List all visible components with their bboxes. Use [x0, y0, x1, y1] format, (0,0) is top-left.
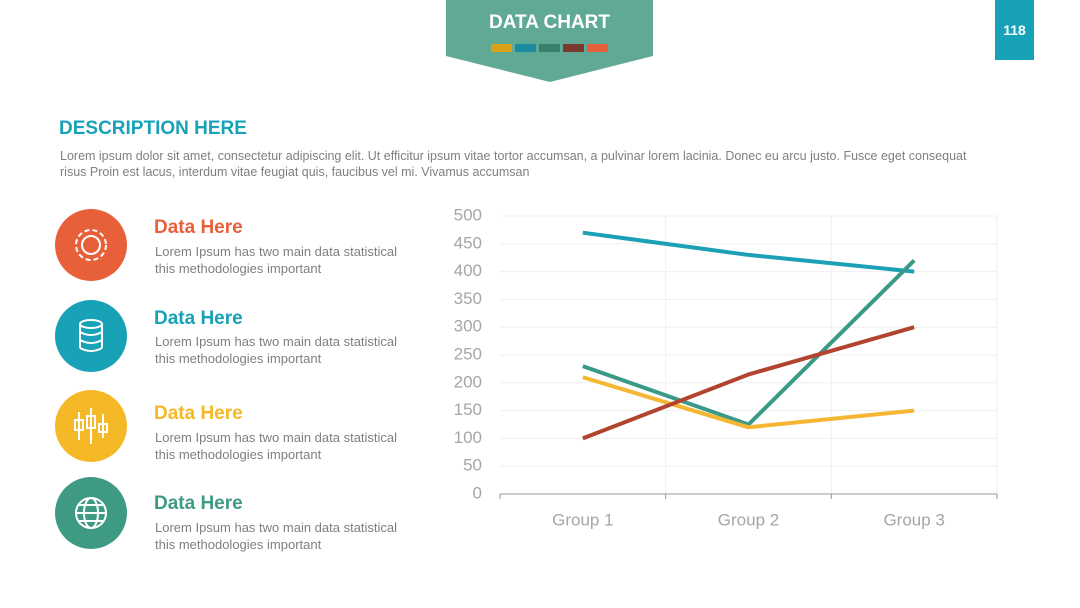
item-text: Lorem Ipsum has two main data statistica… — [155, 244, 398, 276]
y-tick-label: 300 — [454, 317, 482, 336]
y-tick-label: 450 — [454, 233, 482, 252]
description-title: DESCRIPTION HERE — [59, 118, 247, 139]
x-tick-label: Group 3 — [883, 510, 944, 529]
series-line — [582, 375, 915, 430]
series-line — [582, 325, 915, 441]
icons — [55, 209, 127, 549]
y-tick-label: 50 — [463, 456, 482, 475]
item-title: Data Here — [154, 493, 243, 514]
x-tick-label: Group 1 — [552, 510, 613, 529]
banner-title: DATA CHART — [488, 12, 610, 33]
y-tick-label: 350 — [454, 289, 482, 308]
item-title: Data Here — [154, 217, 243, 238]
item-title: Data Here — [154, 403, 243, 424]
y-tick-label: 250 — [454, 344, 482, 363]
series-line — [582, 230, 915, 274]
item-text: Lorem Ipsum has two main data statistica… — [155, 430, 398, 462]
page-number: 118 — [995, 0, 1034, 60]
y-tick-label: 100 — [454, 428, 482, 447]
banner — [446, 0, 653, 82]
description-text: Lorem ipsum dolor sit amet, consectetur … — [60, 149, 967, 179]
item-text: Lorem Ipsum has two main data statistica… — [155, 334, 398, 366]
y-tick-label: 500 — [454, 205, 482, 224]
y-tick-label: 200 — [454, 372, 482, 391]
chart: 0 50 100 150 200 250 300 350 400 450 500 Group 1 Gro… — [454, 205, 998, 529]
banner-dashes — [491, 44, 608, 52]
item-title: Data Here — [154, 308, 243, 329]
x-tick-label: Group 2 — [718, 510, 779, 529]
y-tick-label: 150 — [454, 400, 482, 419]
y-tick-label: 0 — [473, 483, 482, 502]
series-line — [582, 259, 916, 427]
y-tick-label: 400 — [454, 261, 482, 280]
item-text: Lorem Ipsum has two main data statistica… — [155, 520, 398, 552]
